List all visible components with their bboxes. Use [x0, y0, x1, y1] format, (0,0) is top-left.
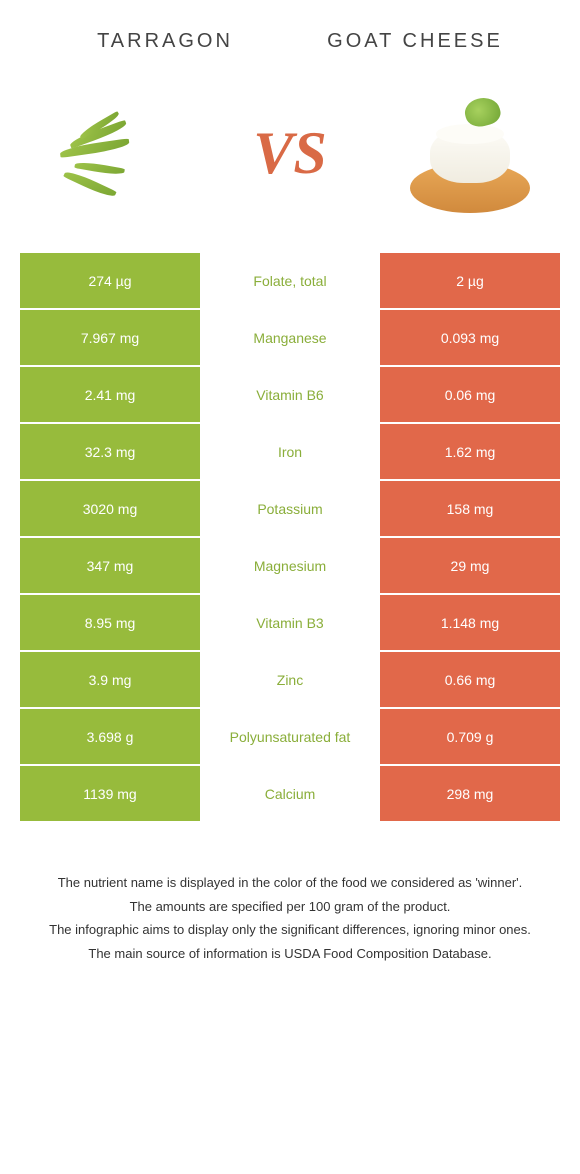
- table-cell-left: 8.95 mg: [20, 595, 200, 652]
- table-cell-nutrient: Magnesium: [200, 538, 380, 595]
- footnote-line: The amounts are specified per 100 gram o…: [40, 897, 540, 917]
- table-cell-right: 2 µg: [380, 253, 560, 310]
- images-row: VS: [0, 63, 580, 253]
- tarragon-image: [30, 83, 190, 223]
- table-cell-left: 1139 mg: [20, 766, 200, 823]
- footnote-line: The main source of information is USDA F…: [40, 944, 540, 964]
- table-cell-right: 1.62 mg: [380, 424, 560, 481]
- table-cell-left: 3.698 g: [20, 709, 200, 766]
- table-cell-nutrient: Polyunsaturated fat: [200, 709, 380, 766]
- table-cell-right: 29 mg: [380, 538, 560, 595]
- table-cell-left: 7.967 mg: [20, 310, 200, 367]
- table-cell-right: 0.093 mg: [380, 310, 560, 367]
- table-cell-left: 32.3 mg: [20, 424, 200, 481]
- table-cell-nutrient: Vitamin B6: [200, 367, 380, 424]
- table-cell-left: 3020 mg: [20, 481, 200, 538]
- table-cell-left: 2.41 mg: [20, 367, 200, 424]
- table-cell-nutrient: Manganese: [200, 310, 380, 367]
- footnotes: The nutrient name is displayed in the co…: [0, 823, 580, 963]
- goat-cheese-image: [390, 83, 550, 223]
- table-cell-nutrient: Folate, total: [200, 253, 380, 310]
- table-cell-right: 1.148 mg: [380, 595, 560, 652]
- comparison-table: 274 µgFolate, total2 µg 7.967 mgManganese…: [20, 253, 560, 823]
- food-title-left: TARRAGON: [40, 30, 290, 53]
- vs-label: VS: [253, 119, 326, 188]
- table-cell-nutrient: Zinc: [200, 652, 380, 709]
- table-cell-left: 3.9 mg: [20, 652, 200, 709]
- table-cell-right: 0.709 g: [380, 709, 560, 766]
- table-cell-nutrient: Iron: [200, 424, 380, 481]
- table-cell-nutrient: Potassium: [200, 481, 380, 538]
- table-cell-right: 158 mg: [380, 481, 560, 538]
- table-cell-right: 298 mg: [380, 766, 560, 823]
- footnote-line: The infographic aims to display only the…: [40, 920, 540, 940]
- table-cell-right: 0.06 mg: [380, 367, 560, 424]
- table-cell-left: 274 µg: [20, 253, 200, 310]
- header: TARRAGON GOAT CHEESE: [0, 0, 580, 63]
- footnote-line: The nutrient name is displayed in the co…: [40, 873, 540, 893]
- table-cell-left: 347 mg: [20, 538, 200, 595]
- table-cell-nutrient: Calcium: [200, 766, 380, 823]
- food-title-right: GOAT CHEESE: [290, 30, 540, 53]
- table-cell-right: 0.66 mg: [380, 652, 560, 709]
- table-cell-nutrient: Vitamin B3: [200, 595, 380, 652]
